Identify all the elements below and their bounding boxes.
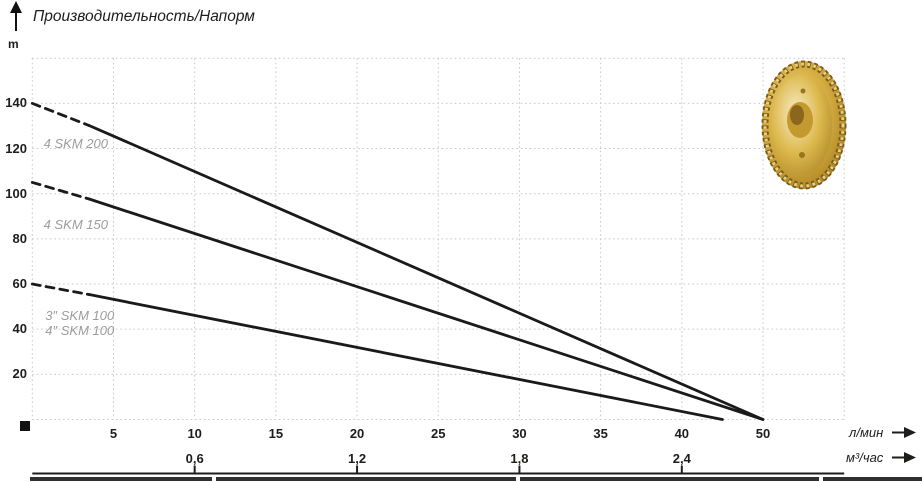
- x-axis-unit-lmin: л/мин: [849, 425, 884, 440]
- bottom-table-edge: [30, 477, 212, 481]
- chart-title: Производительность/Напорм: [33, 8, 255, 25]
- bottom-table-edge: [520, 477, 819, 481]
- origin-marker: [20, 421, 30, 431]
- y-axis-unit-label: m: [8, 37, 19, 51]
- x-axis-unit-m3h: м³/час: [846, 450, 884, 465]
- bottom-table-edge: [216, 477, 516, 481]
- bottom-table-edge: [823, 477, 922, 481]
- up-arrow-icon: [10, 1, 22, 31]
- impeller-image: [761, 60, 847, 190]
